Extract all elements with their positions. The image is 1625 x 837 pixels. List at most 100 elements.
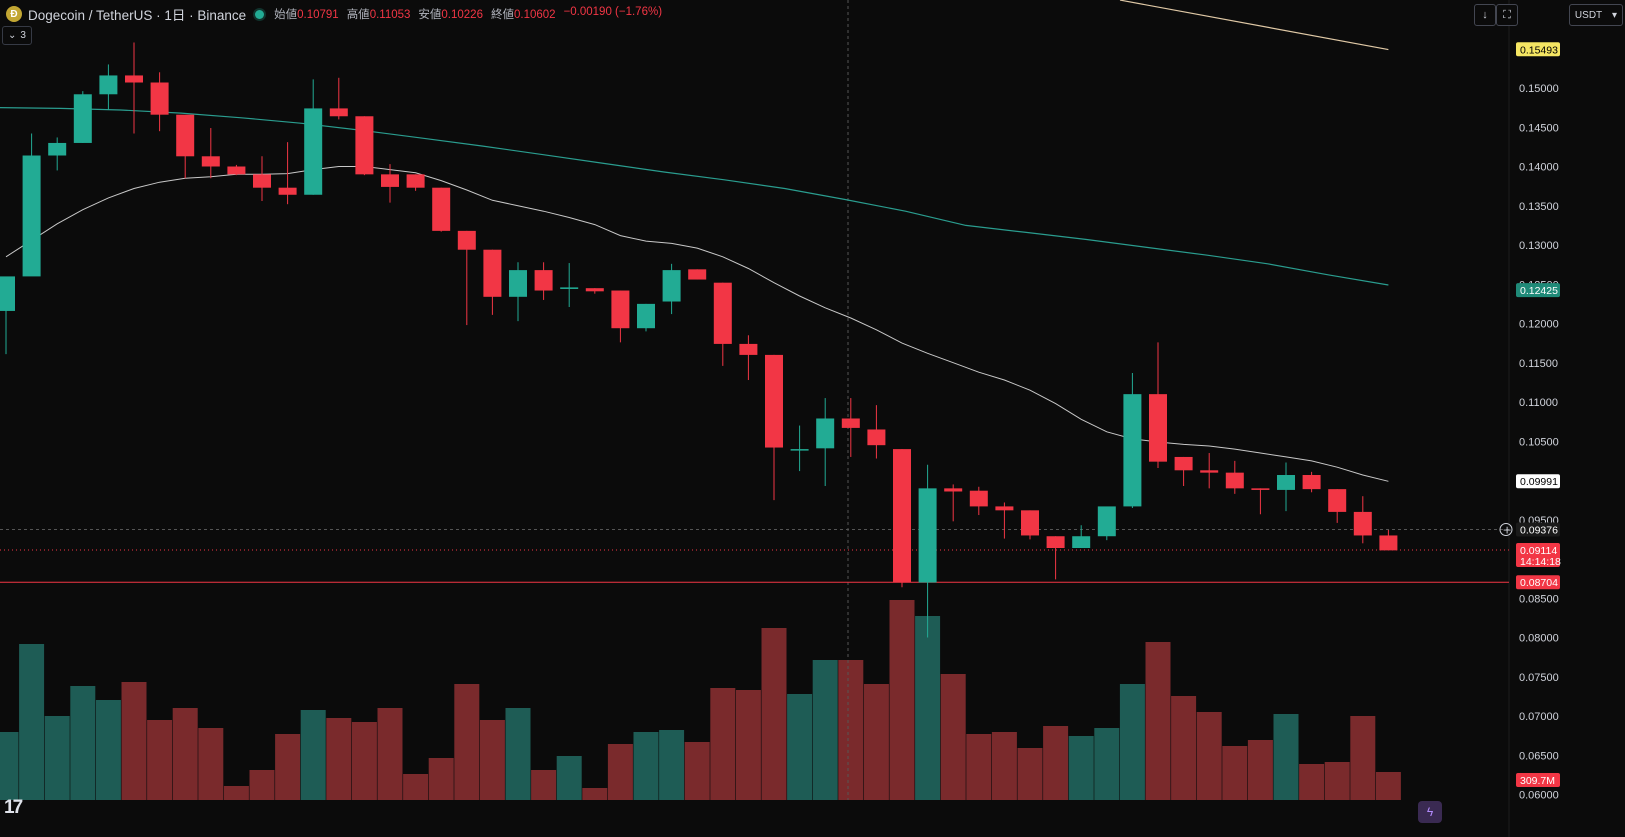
volume-bar bbox=[505, 708, 531, 800]
volume-bar bbox=[403, 774, 429, 800]
y-axis-tick-label: 0.14000 bbox=[1519, 162, 1559, 174]
y-axis-tick-label: 0.13000 bbox=[1519, 240, 1559, 252]
currency-unit-button[interactable]: USDT ▾ bbox=[1569, 4, 1623, 26]
price-label-box bbox=[1516, 474, 1560, 489]
candle-body bbox=[944, 488, 963, 492]
y-axis-tick-label: 0.10500 bbox=[1519, 436, 1559, 448]
download-icon: ↓ bbox=[1482, 9, 1488, 21]
candle-body bbox=[739, 343, 758, 355]
volume-bar bbox=[95, 700, 121, 800]
candle-body bbox=[1123, 394, 1142, 507]
candle-body bbox=[713, 282, 732, 344]
fullscreen-button[interactable]: ⛶ bbox=[1496, 4, 1518, 26]
volume-bar bbox=[659, 730, 685, 800]
volume-bar bbox=[531, 770, 557, 800]
candle-body bbox=[765, 354, 783, 448]
indicator-collapse-button[interactable]: ⌄ 3 bbox=[2, 26, 32, 45]
candle-body bbox=[1200, 470, 1219, 473]
top-trend-line bbox=[1119, 0, 1389, 51]
volume-bar bbox=[556, 756, 582, 800]
volume-bar bbox=[454, 684, 480, 800]
download-button[interactable]: ↓ bbox=[1474, 4, 1496, 26]
y-axis-tick-label: 0.06500 bbox=[1519, 750, 1559, 762]
short-moving-average bbox=[5, 166, 1389, 482]
chevron-down-icon: ⌄ bbox=[8, 30, 17, 41]
open-label: 始値 bbox=[274, 9, 298, 21]
candle-body bbox=[1277, 475, 1295, 490]
y-axis-tick-label: 0.11500 bbox=[1519, 358, 1558, 370]
volume-bar bbox=[812, 660, 838, 800]
volume-bar bbox=[787, 694, 813, 800]
volume-bar bbox=[198, 728, 224, 800]
candle-body bbox=[995, 506, 1014, 511]
volume-bar bbox=[19, 644, 45, 800]
volume-label-box bbox=[1516, 773, 1560, 787]
volume-bar bbox=[915, 616, 941, 800]
volume-bar bbox=[633, 732, 659, 800]
price-label: 0.15493 bbox=[1520, 44, 1558, 56]
low-label: 安値 bbox=[418, 9, 442, 21]
candle-body bbox=[1251, 488, 1270, 490]
volume-bar bbox=[863, 684, 889, 800]
volume-bar bbox=[1222, 746, 1248, 800]
price-label-box bbox=[1516, 543, 1560, 568]
tradingview-logo[interactable]: 17 bbox=[4, 797, 23, 818]
candle-body bbox=[457, 230, 476, 250]
y-axis-tick-label: 0.07500 bbox=[1519, 672, 1559, 684]
volume-bar bbox=[761, 628, 787, 800]
candle-body bbox=[483, 249, 502, 297]
volume-bar bbox=[838, 660, 864, 800]
candle-body bbox=[585, 288, 604, 292]
volume-bar bbox=[1196, 712, 1222, 800]
volume-bar bbox=[710, 688, 736, 800]
candle-body bbox=[150, 82, 169, 115]
volume-bar bbox=[1350, 716, 1376, 800]
candle-body bbox=[918, 488, 937, 583]
high-value: 0.11053 bbox=[369, 9, 411, 21]
volume-bar bbox=[1171, 696, 1197, 800]
long-moving-average bbox=[0, 107, 1389, 286]
candle-body bbox=[637, 303, 655, 329]
volume-bar bbox=[1324, 762, 1350, 800]
volume-bar bbox=[1145, 642, 1171, 800]
candle-body bbox=[1021, 510, 1039, 536]
market-status-icon bbox=[255, 9, 265, 19]
price-label: 0.09991 bbox=[1520, 476, 1558, 488]
lightning-icon[interactable]: ϟ bbox=[1418, 801, 1442, 823]
candle-body bbox=[969, 490, 988, 507]
candle-body bbox=[125, 75, 143, 83]
candle-body bbox=[48, 142, 67, 156]
candle-body bbox=[841, 418, 860, 428]
price-label-box bbox=[1516, 522, 1560, 537]
volume-bar bbox=[121, 682, 147, 800]
candle-body bbox=[611, 290, 630, 329]
symbol-title[interactable]: Dogecoin / TetherUS · 1日 · Binance bbox=[28, 8, 247, 23]
add-alert-icon bbox=[1499, 522, 1513, 536]
volume-bar bbox=[0, 732, 19, 800]
close-label: 終値 bbox=[490, 9, 514, 21]
volume-label: 309.7M bbox=[1520, 775, 1555, 787]
y-axis-tick-label: 0.15000 bbox=[1519, 83, 1559, 95]
ohlc-legend: 始値0.10791 高値0.11053 安値0.10226 終値0.10602 … bbox=[274, 6, 662, 22]
candle-body bbox=[662, 270, 681, 302]
candle-body bbox=[688, 269, 707, 280]
candle-body bbox=[1379, 535, 1398, 551]
candle-body bbox=[406, 174, 425, 188]
currency-unit: USDT bbox=[1574, 9, 1603, 21]
volume-bar bbox=[991, 732, 1017, 800]
volume-bar bbox=[249, 770, 275, 800]
volume-bar bbox=[1068, 736, 1094, 800]
price-label: 0.09114 bbox=[1520, 545, 1557, 557]
candle-body bbox=[201, 156, 220, 167]
price-label: 0.09376 bbox=[1520, 524, 1558, 536]
volume-bar bbox=[147, 720, 173, 800]
y-axis-tick-label: 0.12000 bbox=[1519, 319, 1559, 331]
candle-body bbox=[355, 116, 374, 175]
candle-body bbox=[534, 270, 553, 291]
y-axis-tick-label: 0.07000 bbox=[1519, 711, 1559, 723]
volume-bar bbox=[44, 716, 70, 800]
volume-bar bbox=[607, 744, 633, 800]
volume-bar bbox=[1094, 728, 1120, 800]
candle-body bbox=[1353, 511, 1372, 536]
